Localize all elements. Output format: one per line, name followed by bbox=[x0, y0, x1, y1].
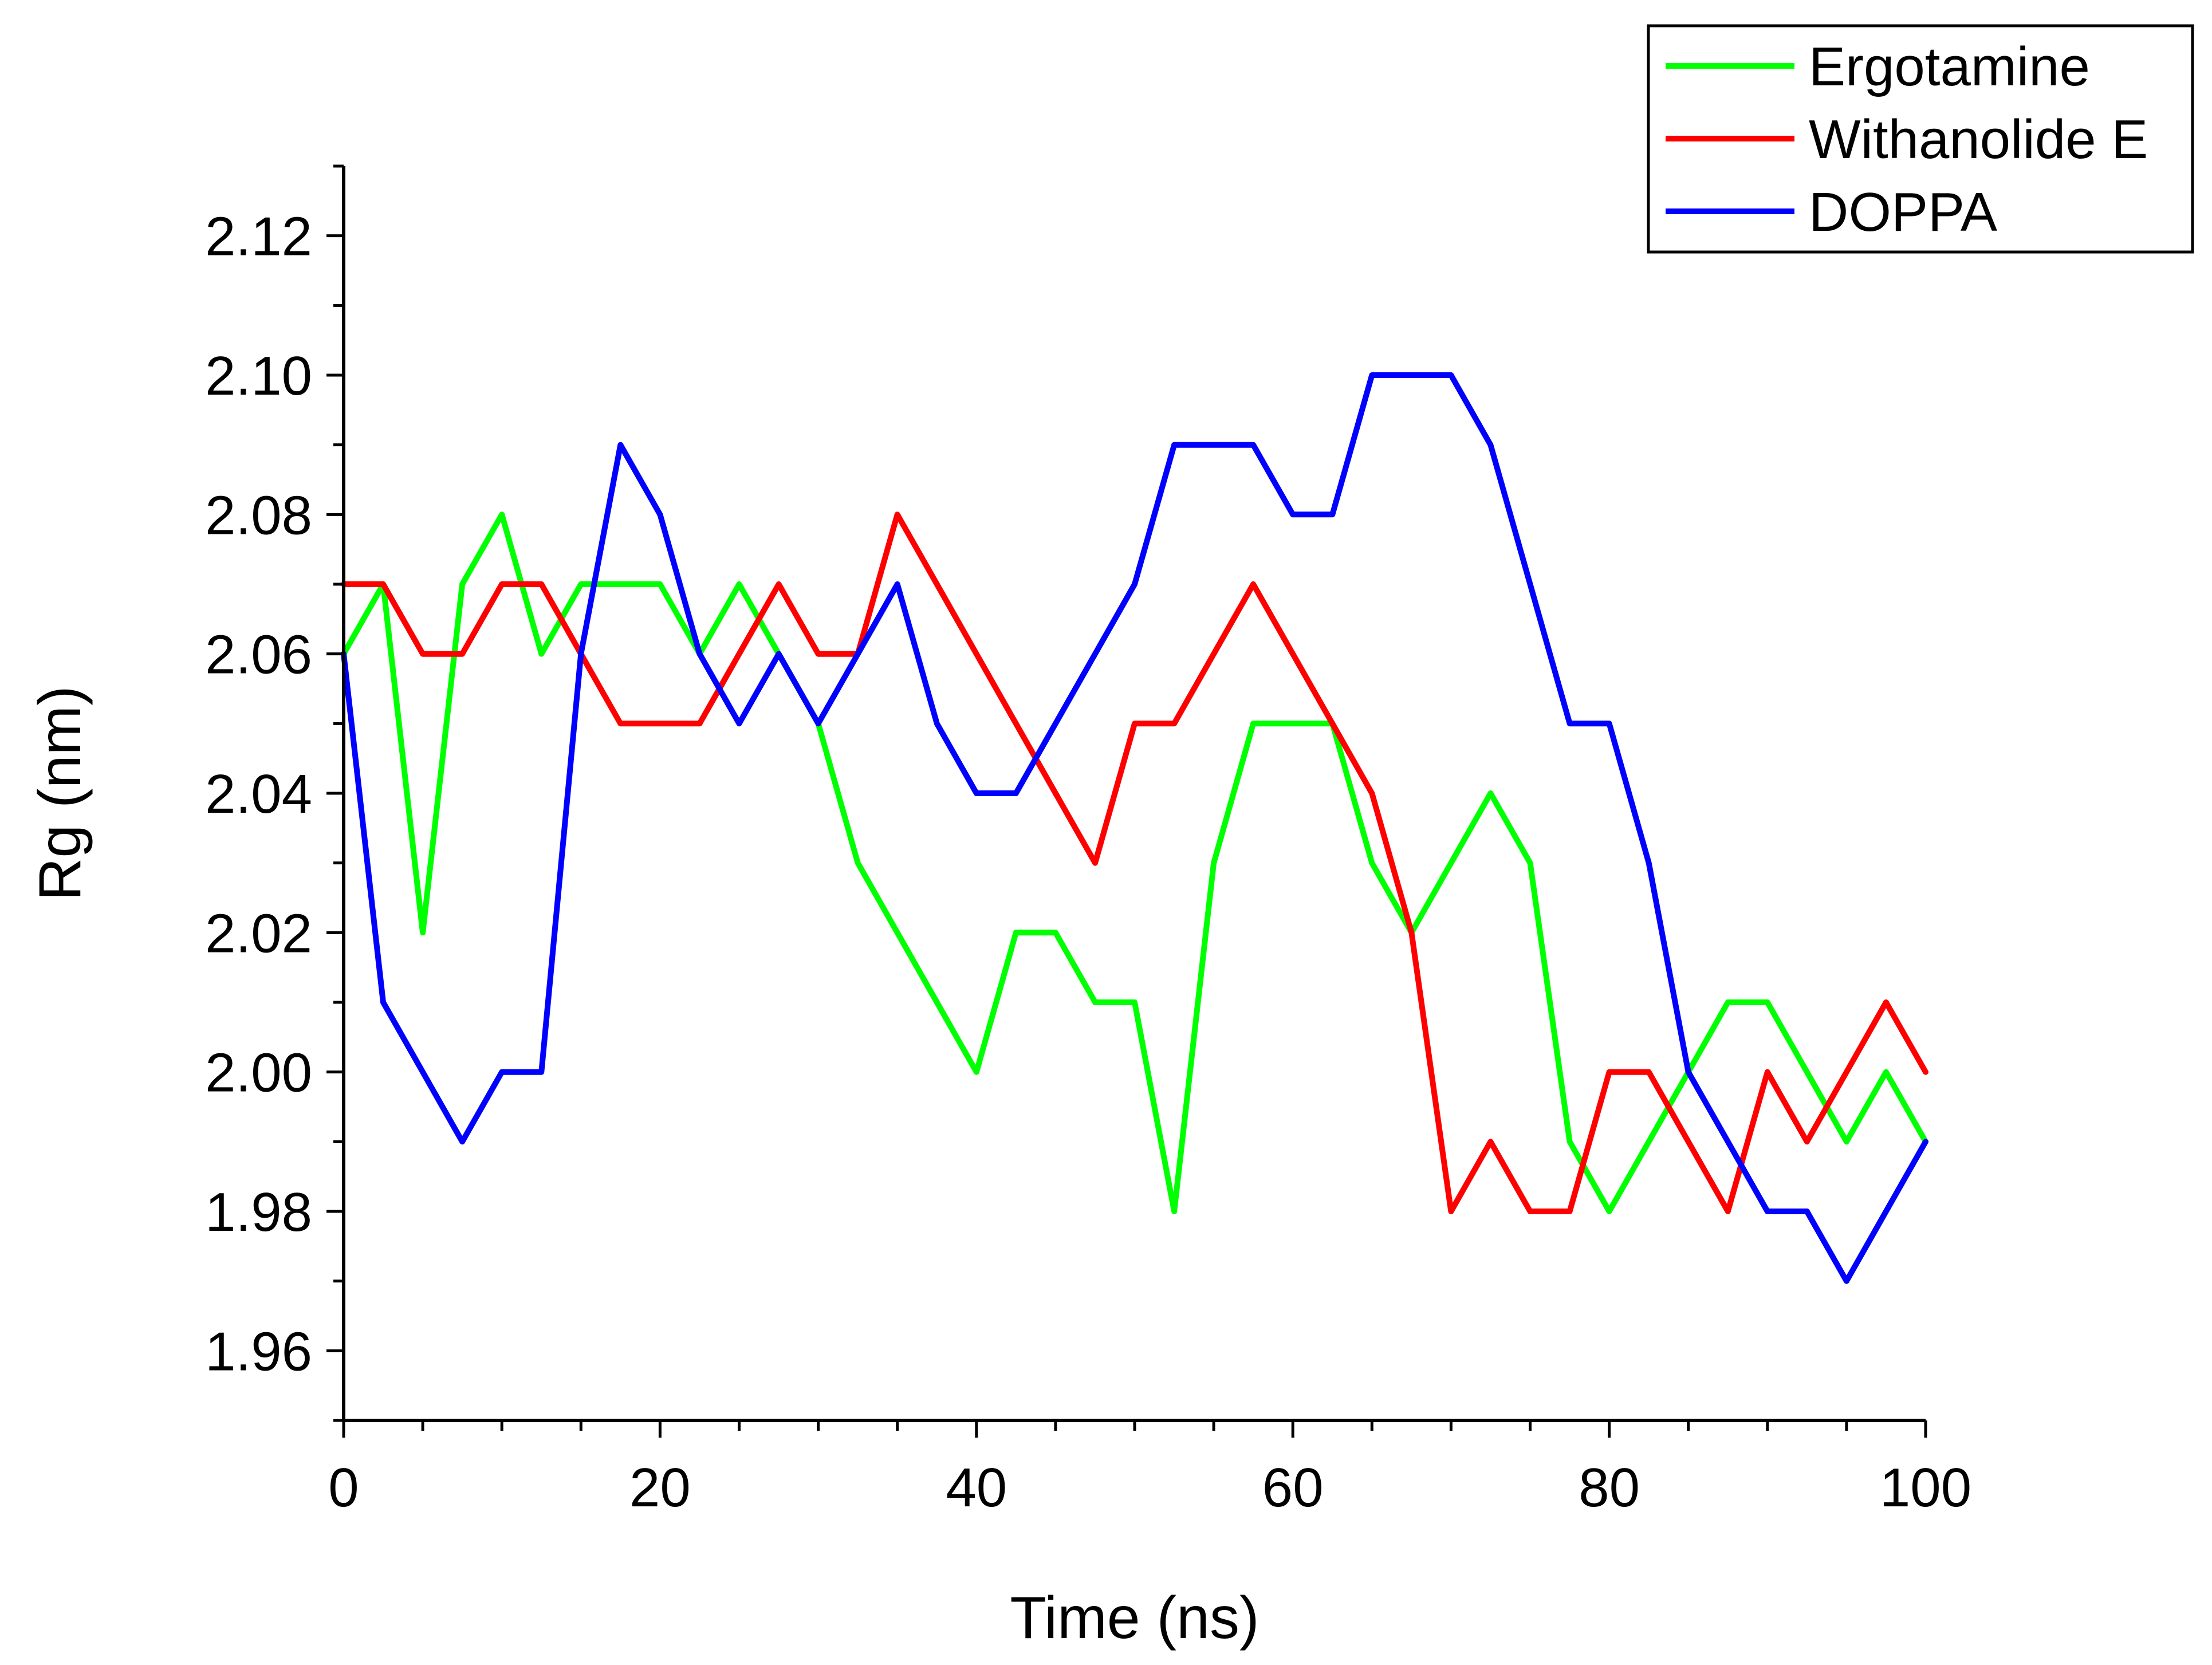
x-axis-title: Time (ns) bbox=[1010, 1585, 1259, 1651]
y-tick-label: 2.10 bbox=[205, 345, 312, 407]
y-tick-label: 2.02 bbox=[205, 903, 312, 964]
y-tick-label: 2.04 bbox=[205, 763, 312, 825]
x-tick-label: 0 bbox=[328, 1457, 359, 1518]
x-tick-label: 100 bbox=[1880, 1457, 1971, 1518]
y-tick-label: 2.08 bbox=[205, 485, 312, 546]
x-tick-label: 20 bbox=[629, 1457, 691, 1518]
y-axis-title: Rg (nm) bbox=[27, 686, 93, 901]
legend-label: Ergotamine bbox=[1809, 36, 2090, 97]
y-tick-label: 2.06 bbox=[205, 624, 312, 686]
series-line-ergotamine bbox=[341, 511, 1928, 1214]
x-tick-label: 80 bbox=[1579, 1457, 1640, 1518]
y-tick-label: 1.96 bbox=[205, 1321, 312, 1382]
series-layer bbox=[341, 372, 1928, 1284]
legend: Ergotamine Withanolide E DOPPA bbox=[1647, 24, 2194, 254]
series-line-withanolide-e bbox=[341, 511, 1928, 1214]
legend-label: Withanolide E bbox=[1809, 109, 2148, 170]
y-tick-label: 1.98 bbox=[205, 1182, 312, 1243]
x-tick-label: 60 bbox=[1262, 1457, 1324, 1518]
x-tick-label: 40 bbox=[946, 1457, 1007, 1518]
y-tick-label: 2.00 bbox=[205, 1042, 312, 1104]
legend-label: DOPPA bbox=[1809, 182, 1997, 243]
y-tick-label: 2.12 bbox=[205, 206, 312, 267]
series-line-doppa bbox=[341, 372, 1928, 1284]
axes-layer: 0 20 40 60 80 100 1.96 1.98 2.00 2.02 2.04 2.06 2.08… bbox=[205, 164, 1971, 1518]
